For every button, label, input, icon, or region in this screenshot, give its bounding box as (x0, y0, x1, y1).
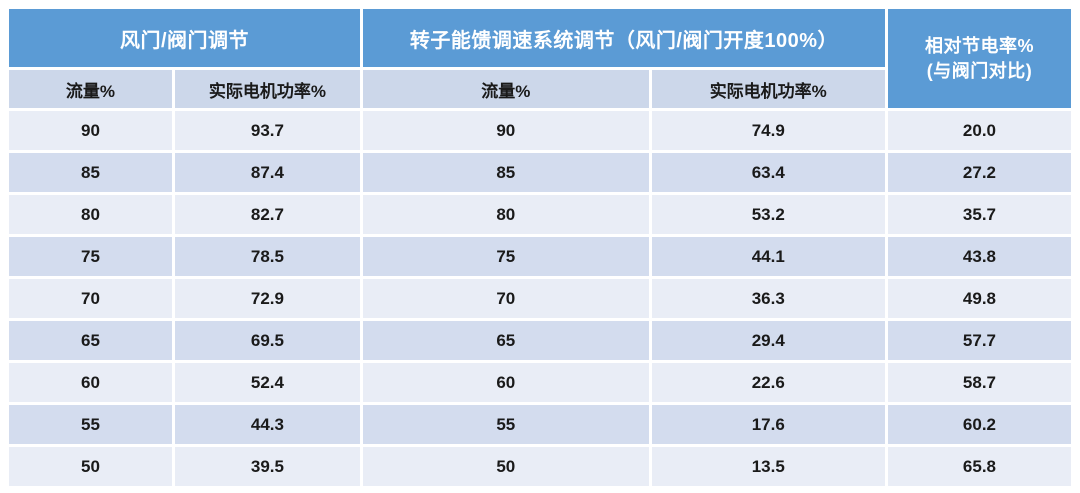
table-cell: 78.5 (174, 237, 360, 276)
table-row: 60 52.4 60 22.6 58.7 (9, 363, 1071, 402)
table-cell: 65 (9, 321, 172, 360)
table-row: 55 44.3 55 17.6 60.2 (9, 405, 1071, 444)
table-cell: 85 (362, 153, 649, 192)
table-body: 90 93.7 90 74.9 20.0 85 87.4 85 63.4 27.2 80 82.7 80… (9, 111, 1071, 486)
table-cell: 20.0 (887, 111, 1071, 150)
table-cell: 58.7 (887, 363, 1071, 402)
table-cell: 53.2 (651, 195, 885, 234)
table-cell: 17.6 (651, 405, 885, 444)
table-cell: 74.9 (651, 111, 885, 150)
table-cell: 90 (362, 111, 649, 150)
table-cell: 70 (362, 279, 649, 318)
table-cell: 57.7 (887, 321, 1071, 360)
table-cell: 82.7 (174, 195, 360, 234)
table-cell: 72.9 (174, 279, 360, 318)
table-cell: 75 (362, 237, 649, 276)
table-cell: 22.6 (651, 363, 885, 402)
table-cell: 80 (362, 195, 649, 234)
table-cell: 85 (9, 153, 172, 192)
table-cell: 93.7 (174, 111, 360, 150)
table-row: 75 78.5 75 44.1 43.8 (9, 237, 1071, 276)
table-cell: 75 (9, 237, 172, 276)
table-cell: 52.4 (174, 363, 360, 402)
table-row: 70 72.9 70 36.3 49.8 (9, 279, 1071, 318)
table-row: 65 69.5 65 29.4 57.7 (9, 321, 1071, 360)
table-cell: 55 (9, 405, 172, 444)
table-cell: 29.4 (651, 321, 885, 360)
power-comparison-table: 风门/阀门调节 转子能馈调速系统调节（风门/阀门开度100%） 相对节电率% (… (6, 6, 1074, 489)
table-cell: 70 (9, 279, 172, 318)
group-header-row: 风门/阀门调节 转子能馈调速系统调节（风门/阀门开度100%） 相对节电率% (… (9, 9, 1071, 108)
saving-header-line1: 相对节电率% (924, 36, 1034, 57)
table-cell: 27.2 (887, 153, 1071, 192)
table-cell: 13.5 (651, 447, 885, 486)
table-cell: 39.5 (174, 447, 360, 486)
group-header-damper-valve: 风门/阀门调节 (9, 9, 360, 67)
table-cell: 55 (362, 405, 649, 444)
table-cell: 35.7 (887, 195, 1071, 234)
table-cell: 80 (9, 195, 172, 234)
table-row: 50 39.5 50 13.5 65.8 (9, 447, 1071, 486)
column-header-flow-2: 流量% (362, 70, 649, 108)
table-cell: 60 (9, 363, 172, 402)
table-cell: 60.2 (887, 405, 1071, 444)
table-cell: 43.8 (887, 237, 1071, 276)
table-cell: 36.3 (651, 279, 885, 318)
table-cell: 50 (9, 447, 172, 486)
table-cell: 65 (362, 321, 649, 360)
group-header-relative-saving: 相对节电率% (与阀门对比) (887, 9, 1071, 108)
table-cell: 87.4 (174, 153, 360, 192)
column-header-motor-power-1: 实际电机功率% (174, 70, 360, 108)
column-header-motor-power-2: 实际电机功率% (651, 70, 885, 108)
table-cell: 44.3 (174, 405, 360, 444)
column-header-flow-1: 流量% (9, 70, 172, 108)
saving-header-line2: (与阀门对比) (926, 60, 1033, 81)
table-cell: 49.8 (887, 279, 1071, 318)
column-header-row: 流量% 实际电机功率% 流量% 实际电机功率% (9, 70, 1071, 108)
table-cell: 63.4 (651, 153, 885, 192)
group-header-rotor-feedback: 转子能馈调速系统调节（风门/阀门开度100%） (362, 9, 885, 67)
table-cell: 60 (362, 363, 649, 402)
table-row: 90 93.7 90 74.9 20.0 (9, 111, 1071, 150)
table-cell: 69.5 (174, 321, 360, 360)
table-row: 85 87.4 85 63.4 27.2 (9, 153, 1071, 192)
table-cell: 90 (9, 111, 172, 150)
table-cell: 44.1 (651, 237, 885, 276)
table-cell: 50 (362, 447, 649, 486)
table-row: 80 82.7 80 53.2 35.7 (9, 195, 1071, 234)
table-cell: 65.8 (887, 447, 1071, 486)
